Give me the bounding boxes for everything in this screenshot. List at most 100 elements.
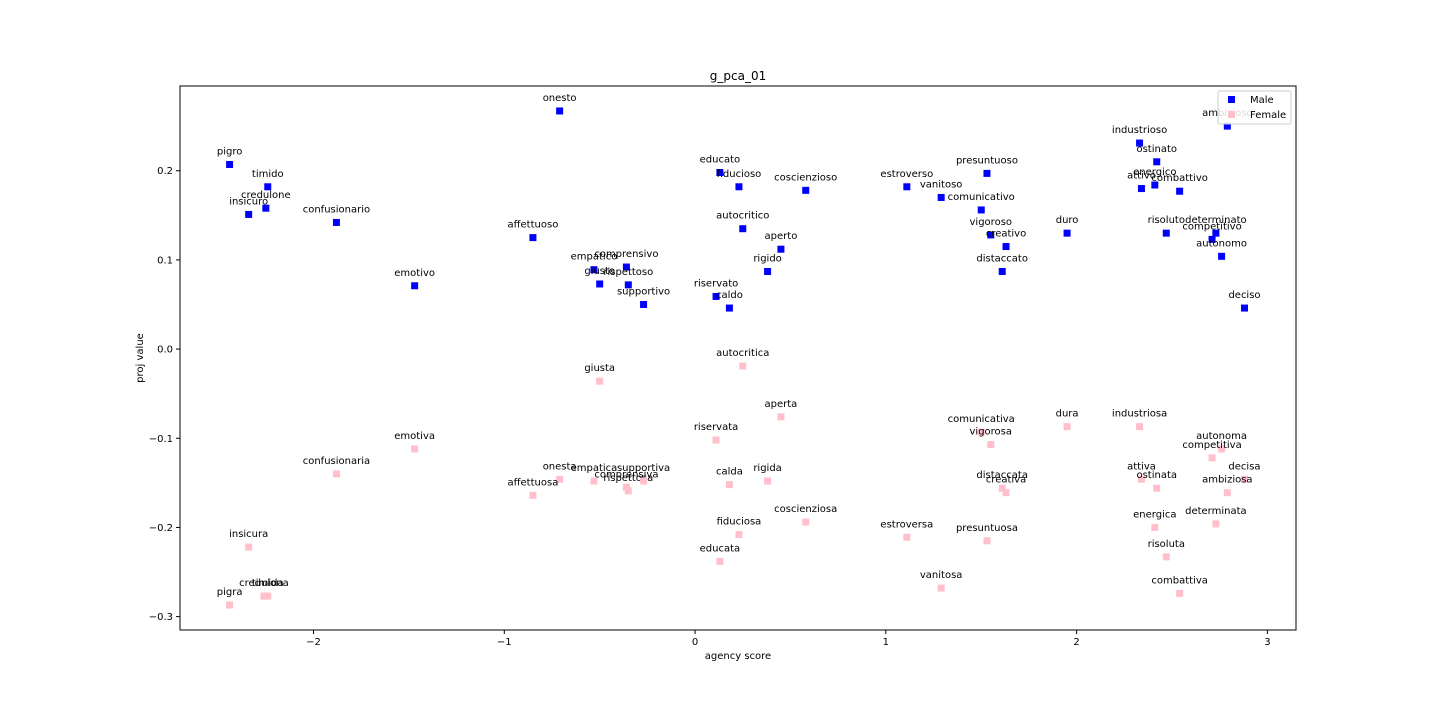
point-label: determinato <box>1185 215 1247 226</box>
y-axis-label: proj value <box>135 333 146 383</box>
point-label: ambiziosa <box>1202 475 1252 486</box>
point-label: onesta <box>543 461 577 472</box>
point-marker-male <box>1002 243 1010 251</box>
y-tick-label: 0.0 <box>157 345 173 356</box>
y-tick-label: −0.3 <box>149 612 173 623</box>
point-marker-male <box>1137 185 1145 193</box>
point-label: affettuosa <box>508 477 559 488</box>
point-marker-male <box>590 266 598 274</box>
y-tick-label: −0.1 <box>149 434 173 445</box>
point-label: comunicativo <box>948 192 1015 203</box>
point-marker-female <box>1002 489 1010 497</box>
point-label: confusionario <box>303 204 370 215</box>
legend-box <box>1217 90 1292 125</box>
point-label: energica <box>1133 509 1176 520</box>
point-marker-female <box>556 475 564 483</box>
point-marker-male <box>1136 139 1144 147</box>
point-marker-male <box>977 206 985 214</box>
point-label: estroverso <box>880 169 933 180</box>
point-label: riservato <box>694 278 738 289</box>
point-label: supportivo <box>617 286 670 297</box>
point-label: risoluto <box>1148 215 1185 226</box>
point-label: fiduciosa <box>717 517 762 528</box>
point-marker-female <box>596 377 604 385</box>
point-label: vigoroso <box>970 217 1013 228</box>
point-marker-male <box>411 282 419 290</box>
point-label: riservata <box>694 422 738 433</box>
point-marker-female <box>739 362 747 370</box>
point-label: vanitoso <box>920 179 963 190</box>
point-label: vigorosa <box>970 427 1013 438</box>
point-marker-female <box>998 484 1006 492</box>
point-label: presuntuoso <box>956 155 1018 166</box>
point-marker-female <box>1218 445 1226 453</box>
point-marker-female <box>735 531 743 539</box>
point-marker-male <box>712 292 720 300</box>
point-marker-male <box>640 300 648 308</box>
point-label: distaccato <box>976 253 1028 264</box>
point-label: creativo <box>986 229 1026 240</box>
point-label: deciso <box>1228 290 1260 301</box>
point-label: rispettosa <box>603 473 653 484</box>
point-marker-female <box>716 557 724 565</box>
x-tick-label: 3 <box>1264 637 1270 648</box>
point-marker-female <box>937 584 945 592</box>
legend: Male Female <box>1217 90 1292 125</box>
point-label: aperto <box>765 231 798 242</box>
point-marker-female <box>332 470 340 478</box>
point-marker-female <box>1137 475 1145 483</box>
point-marker-male <box>998 267 1006 275</box>
point-marker-male <box>983 169 991 177</box>
legend-label-female: Female <box>1250 110 1286 121</box>
point-marker-female <box>725 481 733 489</box>
point-label: fiducioso <box>717 169 762 180</box>
x-tick-label: 1 <box>883 637 889 648</box>
point-label: attivo <box>1127 171 1156 182</box>
point-marker-male <box>1162 229 1170 237</box>
legend-marker-male <box>1228 96 1235 103</box>
point-label: industrioso <box>1112 125 1167 136</box>
point-label: confusionaria <box>303 456 370 467</box>
point-marker-male <box>802 186 810 194</box>
point-marker-female <box>1162 553 1170 561</box>
point-marker-female <box>802 518 810 526</box>
point-marker-male <box>624 281 632 289</box>
point-label: autonomo <box>1196 238 1247 249</box>
point-marker-male <box>739 225 747 233</box>
x-tick-label: −2 <box>306 637 321 648</box>
point-marker-male <box>1063 229 1071 237</box>
point-marker-male <box>725 304 733 312</box>
point-label: empatica <box>571 463 618 474</box>
point-label: coscienziosa <box>774 504 837 515</box>
point-marker-female <box>764 477 772 485</box>
point-marker-female <box>590 477 598 485</box>
point-marker-female <box>1151 523 1159 531</box>
point-marker-female <box>624 487 632 495</box>
point-label: emotiva <box>394 431 435 442</box>
point-marker-female <box>1153 484 1161 492</box>
point-label: autocritica <box>716 348 769 359</box>
point-marker-male <box>332 218 340 226</box>
y-tick-label: −0.2 <box>149 523 173 534</box>
point-marker-male <box>1240 304 1248 312</box>
point-label: combattivo <box>1151 173 1208 184</box>
point-label: autonoma <box>1196 431 1247 442</box>
point-label: empatico <box>571 252 618 263</box>
point-label: decisa <box>1228 461 1260 472</box>
point-label: affettuoso <box>508 220 559 231</box>
point-marker-female <box>411 445 419 453</box>
point-label: combattiva <box>1151 575 1208 586</box>
point-marker-female <box>529 491 537 499</box>
point-marker-female <box>1063 423 1071 431</box>
point-label: insicura <box>229 529 268 540</box>
point-label: rispettoso <box>603 267 653 278</box>
point-marker-male <box>529 234 537 242</box>
point-marker-female <box>226 601 234 609</box>
point-label: pigro <box>217 146 242 157</box>
point-marker-male <box>1151 181 1159 189</box>
point-marker-male <box>596 280 604 288</box>
point-marker-male <box>987 231 995 239</box>
point-marker-male <box>777 245 785 253</box>
point-label: insicuro <box>229 196 268 207</box>
point-label: rigida <box>753 463 782 474</box>
